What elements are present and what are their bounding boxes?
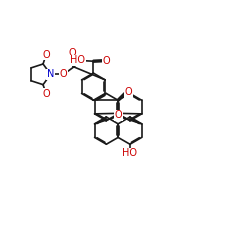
Text: HO: HO <box>122 148 138 158</box>
Text: O: O <box>42 50 50 59</box>
Text: O: O <box>60 69 67 79</box>
Text: O: O <box>69 48 76 58</box>
Text: HO: HO <box>70 55 85 65</box>
Text: O: O <box>42 89 50 99</box>
Text: O: O <box>124 87 132 97</box>
Text: O: O <box>103 56 110 66</box>
Text: O: O <box>114 110 122 120</box>
Text: N: N <box>47 69 54 79</box>
